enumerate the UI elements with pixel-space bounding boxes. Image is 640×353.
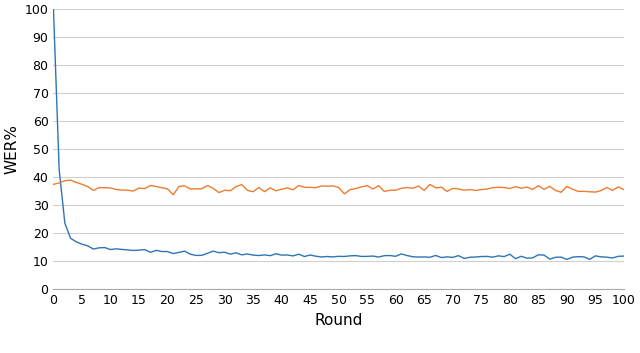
Line: SSL: SSL	[54, 9, 624, 259]
No SSL	[323, 184, 331, 188]
No SSL	[204, 183, 211, 187]
Legend: SSL, No SSL: SSL, No SSL	[249, 347, 428, 353]
SSL	[392, 254, 399, 258]
SSL	[620, 254, 628, 258]
X-axis label: Round: Round	[314, 313, 363, 328]
SSL	[50, 7, 58, 11]
Line: No SSL: No SSL	[54, 180, 624, 195]
No SSL	[460, 188, 468, 192]
No SSL	[95, 185, 103, 190]
No SSL	[50, 182, 58, 186]
SSL	[312, 254, 320, 258]
SSL	[563, 257, 571, 262]
No SSL	[170, 193, 177, 197]
SSL	[477, 255, 485, 259]
Y-axis label: WER%: WER%	[4, 124, 19, 174]
SSL	[192, 253, 200, 258]
SSL	[449, 255, 456, 259]
SSL	[90, 247, 97, 251]
No SSL	[489, 186, 497, 190]
No SSL	[403, 185, 411, 190]
No SSL	[620, 187, 628, 192]
No SSL	[67, 178, 74, 182]
